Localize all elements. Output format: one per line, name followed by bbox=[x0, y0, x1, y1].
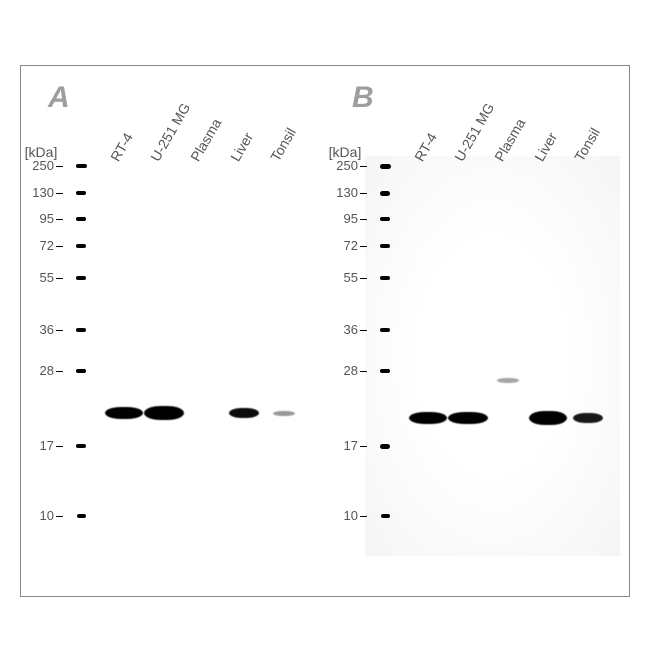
sample-band bbox=[497, 378, 519, 383]
ladder-band bbox=[380, 276, 390, 280]
mw-label-36: 36 bbox=[24, 322, 54, 337]
mw-label-17: 17 bbox=[24, 438, 54, 453]
ladder-band bbox=[380, 191, 390, 196]
axis-tick bbox=[56, 371, 63, 372]
ladder-band bbox=[76, 328, 86, 332]
ladder-band bbox=[76, 191, 86, 195]
ladder-band bbox=[380, 369, 390, 373]
axis-tick bbox=[360, 166, 367, 167]
axis-tick bbox=[360, 246, 367, 247]
mw-label-36: 36 bbox=[328, 322, 358, 337]
ladder-band bbox=[76, 164, 87, 168]
axis-tick bbox=[56, 166, 63, 167]
lane-label-tonsil: Tonsil bbox=[267, 125, 299, 164]
axis-tick bbox=[56, 219, 63, 220]
ladder-band bbox=[380, 164, 391, 169]
panel-b: B[kDa]RT-4U-251 MGPlasmaLiverTonsil25013… bbox=[325, 66, 629, 596]
sample-band bbox=[144, 406, 184, 420]
axis-tick bbox=[56, 516, 63, 517]
panel-label-b: B bbox=[352, 81, 374, 115]
axis-tick bbox=[56, 193, 63, 194]
sample-band bbox=[273, 411, 295, 416]
axis-tick bbox=[56, 278, 63, 279]
axis-tick bbox=[360, 516, 367, 517]
lane-label-liver: Liver bbox=[227, 130, 256, 164]
sample-band bbox=[529, 411, 567, 425]
lane-label-rt-4: RT-4 bbox=[107, 130, 136, 164]
mw-label-10: 10 bbox=[328, 508, 358, 523]
ladder-band bbox=[76, 244, 86, 248]
sample-band bbox=[448, 412, 488, 424]
mw-label-250: 250 bbox=[328, 158, 358, 173]
axis-tick bbox=[360, 446, 367, 447]
mw-label-72: 72 bbox=[24, 238, 54, 253]
axis-tick bbox=[56, 246, 63, 247]
mw-label-95: 95 bbox=[24, 211, 54, 226]
ladder-band bbox=[380, 444, 390, 449]
mw-label-55: 55 bbox=[24, 270, 54, 285]
mw-label-55: 55 bbox=[328, 270, 358, 285]
axis-tick bbox=[360, 278, 367, 279]
blot-gradient bbox=[365, 156, 620, 556]
ladder-band bbox=[380, 244, 390, 248]
ladder-band bbox=[381, 514, 390, 518]
figure-border: A[kDa]RT-4U-251 MGPlasmaLiverTonsil25013… bbox=[20, 65, 630, 597]
ladder-band bbox=[380, 328, 390, 332]
mw-label-28: 28 bbox=[24, 363, 54, 378]
axis-tick bbox=[56, 446, 63, 447]
mw-label-10: 10 bbox=[24, 508, 54, 523]
ladder-band bbox=[76, 276, 86, 280]
mw-label-130: 130 bbox=[24, 185, 54, 200]
ladder-band bbox=[380, 217, 390, 221]
mw-label-250: 250 bbox=[24, 158, 54, 173]
axis-tick bbox=[360, 193, 367, 194]
sample-band bbox=[409, 412, 447, 424]
lane-label-plasma: Plasma bbox=[187, 116, 224, 164]
axis-tick bbox=[360, 330, 367, 331]
sample-band bbox=[573, 413, 603, 423]
sample-band bbox=[105, 407, 143, 419]
mw-label-28: 28 bbox=[328, 363, 358, 378]
axis-tick bbox=[56, 330, 63, 331]
ladder-band bbox=[76, 444, 86, 448]
mw-label-72: 72 bbox=[328, 238, 358, 253]
sample-band bbox=[229, 408, 259, 418]
mw-label-130: 130 bbox=[328, 185, 358, 200]
lane-label-u-251-mg: U-251 MG bbox=[147, 100, 193, 164]
axis-tick bbox=[360, 219, 367, 220]
ladder-band bbox=[76, 369, 86, 373]
ladder-band bbox=[76, 217, 86, 221]
mw-label-17: 17 bbox=[328, 438, 358, 453]
ladder-band bbox=[77, 514, 86, 518]
lane-label-u-251-mg: U-251 MG bbox=[451, 100, 497, 164]
axis-tick bbox=[360, 371, 367, 372]
panel-a: A[kDa]RT-4U-251 MGPlasmaLiverTonsil25013… bbox=[21, 66, 325, 596]
mw-label-95: 95 bbox=[328, 211, 358, 226]
panel-label-a: A bbox=[48, 81, 70, 115]
